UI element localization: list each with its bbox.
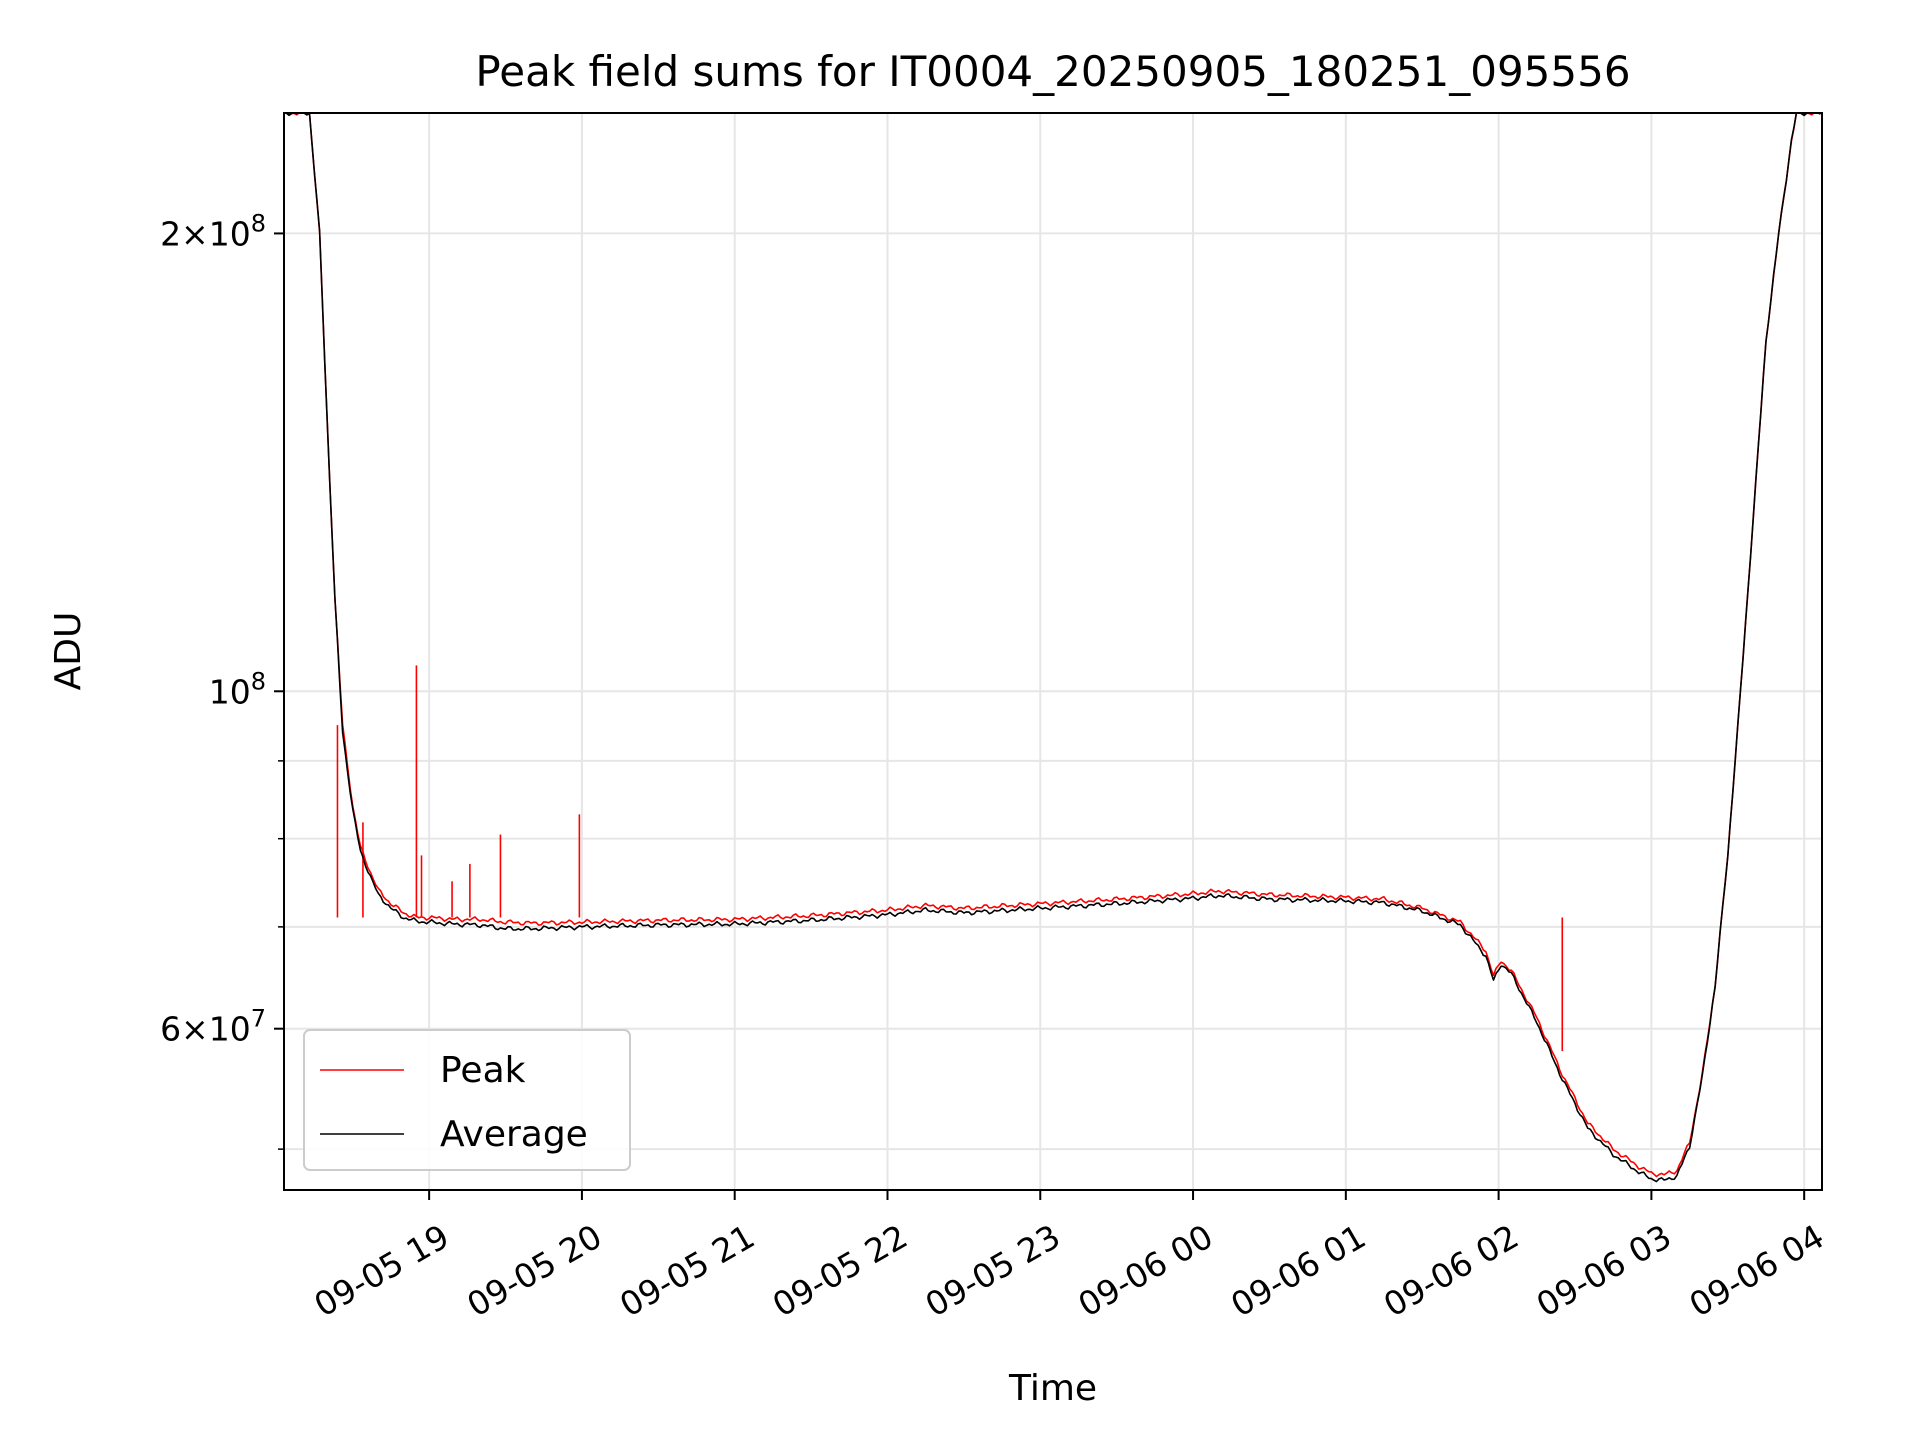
series-line-average [284, 113, 1822, 1183]
y-tick-label: 6×107 [160, 1005, 266, 1049]
legend-label-average: Average [440, 1114, 588, 1155]
x-axis-label: Time [1008, 1368, 1097, 1409]
y-axis-label: ADU [48, 612, 89, 691]
y-tick-label: 2×108 [160, 209, 266, 253]
series-layer [284, 113, 1822, 1183]
legend-box [303, 1029, 631, 1171]
plot-frame [283, 112, 1823, 1191]
legend: Peak Average [303, 1029, 631, 1171]
y-axis: 6×107 108 2×108 [160, 209, 284, 1150]
chart-title: Peak field sums for IT0004_20250905_1802… [475, 47, 1630, 96]
y-tick-label: 108 [209, 667, 266, 711]
legend-label-peak: Peak [440, 1050, 526, 1091]
series-line-peak [286, 113, 1822, 1178]
